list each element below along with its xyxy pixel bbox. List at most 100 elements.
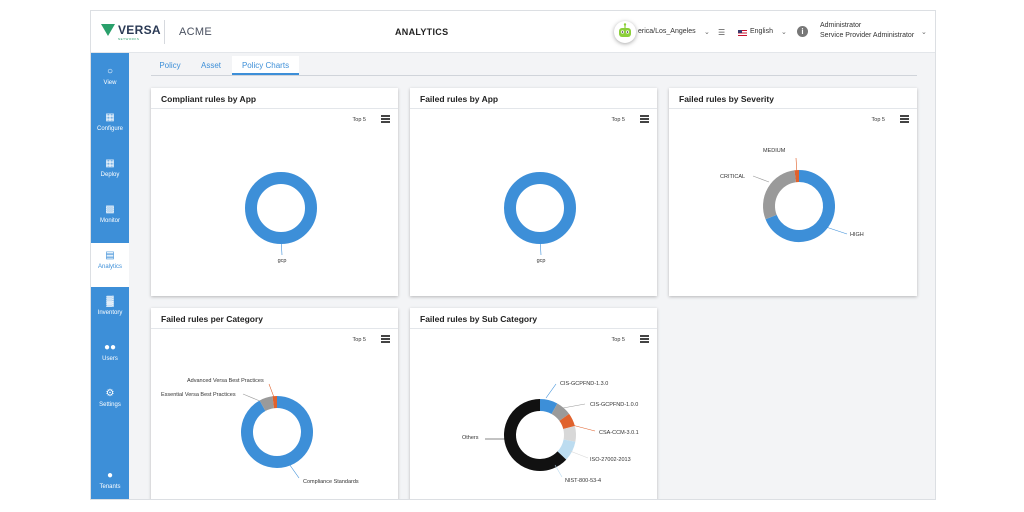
- document-icon: ▦: [105, 158, 115, 169]
- user-role[interactable]: Service Provider Administrator: [820, 32, 915, 39]
- view-icon: ○: [106, 66, 114, 77]
- donut-slice-critical[interactable]: [763, 170, 797, 220]
- divider: [164, 20, 165, 44]
- donut-slice-essential-versa-best-practices[interactable]: [259, 396, 275, 412]
- leader-line: [554, 464, 563, 478]
- slice-label-gcp: gcp: [537, 258, 546, 264]
- tenant-name: ACME: [179, 26, 212, 38]
- top-bar: VERSA NETWORKS ACME ANALYTICS erica/Los_…: [91, 11, 935, 53]
- top-n-label[interactable]: Top 5: [352, 117, 366, 123]
- sidebar-item-deploy[interactable]: ▦ Deploy: [91, 151, 129, 195]
- leader-line: [562, 403, 586, 409]
- donut-chart: HIGH CRITICAL MEDIUM: [720, 148, 864, 242]
- donut-slice-cis-gcpfnd-1-0-0[interactable]: [551, 403, 570, 422]
- sidebar-item-settings[interactable]: ⚙ Settings: [91, 381, 129, 425]
- chevron-down-icon[interactable]: ⌄: [704, 29, 710, 36]
- gears-icon: ⚙: [105, 388, 115, 399]
- tab-bar: Policy Asset Policy Charts: [151, 56, 917, 76]
- us-flag-icon: [738, 30, 747, 36]
- brand-name: VERSA: [118, 23, 161, 37]
- top-n-label[interactable]: Top 5: [352, 337, 366, 343]
- sidebar-item-users[interactable]: ●● Users: [91, 335, 129, 379]
- sidebar-item-monitor[interactable]: ▩ Monitor: [91, 197, 129, 241]
- menu-icon[interactable]: [900, 115, 909, 123]
- leader-line: [822, 225, 848, 235]
- tenants-icon: ●: [106, 470, 114, 481]
- leader-line: [571, 424, 596, 432]
- tab-policy-charts[interactable]: Policy Charts: [232, 56, 299, 75]
- leader-line: [539, 237, 542, 256]
- chevron-down-icon[interactable]: ⌄: [781, 29, 787, 36]
- menu-icon[interactable]: [640, 115, 649, 123]
- assistant-bot-icon[interactable]: [614, 21, 636, 43]
- sidebar-item-analytics[interactable]: ▤ Analytics: [91, 243, 129, 287]
- tab-asset[interactable]: Asset: [200, 61, 221, 70]
- divider: [669, 108, 917, 109]
- top-n-label[interactable]: Top 5: [611, 117, 625, 123]
- divider: [151, 328, 398, 329]
- sidebar-item-label: Deploy: [100, 172, 120, 178]
- sidebar: ○ View ▦ Configure ▦ Deploy ▩ Monitor ▤ …: [91, 53, 129, 499]
- tab-policy[interactable]: Policy: [159, 61, 181, 70]
- sidebar-item-inventory[interactable]: ▓ Inventory: [91, 289, 129, 333]
- chart-title: Compliant rules by App: [161, 94, 257, 104]
- slice-label-others: Others: [462, 435, 479, 441]
- top-n-label[interactable]: Top 5: [871, 117, 885, 123]
- language-selector[interactable]: English: [750, 28, 773, 35]
- sidebar-item-label: Monitor: [99, 218, 120, 224]
- menu-icon[interactable]: [640, 335, 649, 343]
- donut-slice-high[interactable]: [765, 170, 835, 242]
- slice-label-iso: ISO-27002-2013: [590, 457, 631, 463]
- versa-logo[interactable]: VERSA NETWORKS: [101, 23, 161, 41]
- slice-label-advanced-versa: Advanced Versa Best Practices: [187, 378, 264, 384]
- sidebar-item-configure[interactable]: ▦ Configure: [91, 105, 129, 149]
- chart-card-failed-by-sub-category: Failed rules by Sub Category Top 5 CIS-G…: [410, 308, 657, 499]
- divider: [151, 108, 398, 109]
- donut-slice-gcp[interactable]: [245, 172, 317, 244]
- slice-label-compliance-standards: Compliance Standards: [303, 479, 359, 485]
- slice-label-gcp: gcp: [278, 258, 287, 264]
- sidebar-item-label: Analytics: [97, 264, 122, 270]
- donut-slice-nist-800-53-4[interactable]: [557, 439, 576, 460]
- chart-title: Failed rules by Sub Category: [420, 314, 538, 324]
- list-icon[interactable]: ☰: [718, 28, 726, 37]
- menu-icon[interactable]: [381, 115, 390, 123]
- sidebar-item-view[interactable]: ○ View: [91, 59, 129, 103]
- sidebar-item-label: Settings: [99, 402, 121, 408]
- menu-icon[interactable]: [381, 335, 390, 343]
- chevron-down-icon[interactable]: ⌄: [921, 29, 927, 36]
- sidebar-item-tenants[interactable]: ● Tenants: [91, 463, 129, 499]
- sidebar-item-label: Tenants: [99, 484, 121, 490]
- timezone-selector[interactable]: erica/Los_Angeles: [638, 28, 696, 35]
- leader-line: [795, 157, 798, 175]
- analytics-icon: ▤: [105, 250, 115, 261]
- bar-chart-icon: ▩: [105, 204, 115, 215]
- leader-line: [752, 175, 770, 183]
- leader-line: [280, 237, 283, 256]
- donut-slice-compliance-standards[interactable]: [241, 396, 313, 468]
- slice-label-csa-ccm: CSA-CCM-3.0.1: [599, 430, 639, 436]
- donut-slice-csa-ccm-3-0-1[interactable]: [559, 413, 575, 430]
- leader-line: [286, 460, 300, 479]
- user-name[interactable]: Administrator: [820, 22, 862, 29]
- top-n-label[interactable]: Top 5: [611, 337, 625, 343]
- document-icon: ▦: [105, 112, 115, 123]
- brand-sub: NETWORKS: [118, 37, 140, 41]
- sidebar-item-label: Users: [102, 356, 118, 362]
- donut-slice-cis-gcpfnd-1-3-0[interactable]: [539, 399, 558, 415]
- info-icon[interactable]: i: [797, 26, 808, 37]
- slice-label-critical: CRITICAL: [720, 174, 745, 180]
- divider: [410, 328, 657, 329]
- donut-slice-others[interactable]: [504, 399, 567, 471]
- donut-chart: CIS-GCPFND-1.3.0 CIS-GCPFND-1.0.0 CSA-CC…: [462, 381, 639, 484]
- chart-title: Failed rules per Category: [161, 314, 264, 324]
- leader-line: [545, 383, 557, 399]
- sidebar-item-label: View: [103, 80, 117, 86]
- donut-slice-iso-27002-2013[interactable]: [563, 426, 576, 442]
- users-icon: ●●: [103, 342, 117, 353]
- chart-card-failed-by-app: Failed rules by App Top 5 gcp: [410, 88, 657, 296]
- donut-slice-gcp[interactable]: [504, 172, 576, 244]
- versa-logo-icon: [101, 24, 115, 36]
- leader-line: [268, 383, 276, 401]
- chart-card-failed-per-category: Failed rules per Category Top 5 Complian…: [151, 308, 398, 499]
